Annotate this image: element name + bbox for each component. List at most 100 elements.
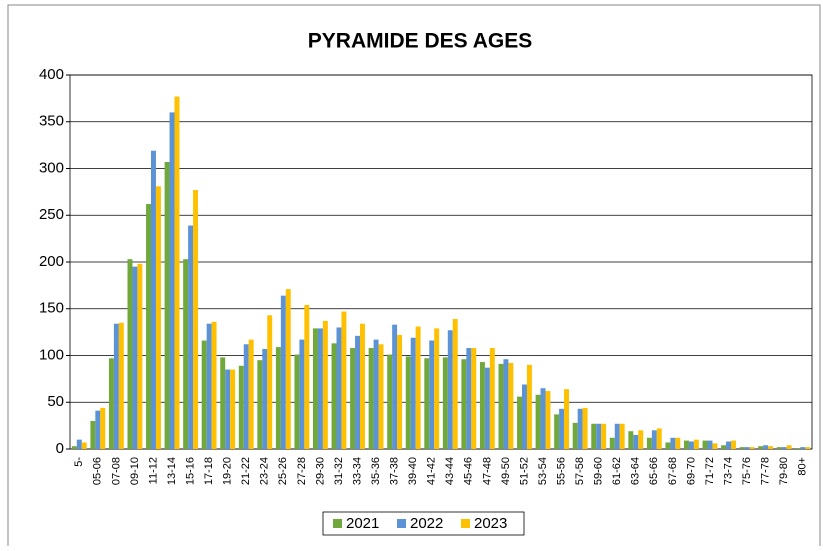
x-tick-label: 65-66 xyxy=(648,457,660,485)
bar xyxy=(146,204,152,449)
bar xyxy=(188,225,194,449)
bar xyxy=(331,343,337,449)
bar xyxy=(113,323,119,449)
y-tick-label: 200 xyxy=(39,253,64,270)
bar xyxy=(721,445,727,449)
bar xyxy=(183,259,189,449)
x-tick-label: 31-32 xyxy=(333,457,345,485)
bar xyxy=(730,440,736,449)
bar xyxy=(805,447,811,449)
bar xyxy=(71,446,77,449)
legend-label: 2021 xyxy=(346,515,379,532)
x-tick-label: 73-74 xyxy=(722,457,734,485)
bar xyxy=(726,441,731,449)
bar xyxy=(415,326,421,449)
x-tick-label: 51-52 xyxy=(518,457,530,485)
bar xyxy=(248,339,254,449)
bar xyxy=(225,369,231,449)
x-tick-label: 23-24 xyxy=(259,457,271,485)
bar xyxy=(577,408,583,449)
bar xyxy=(100,407,106,449)
bar xyxy=(275,347,281,449)
bar xyxy=(461,359,467,449)
bar xyxy=(693,439,699,449)
legend-label: 2023 xyxy=(474,515,507,532)
bar xyxy=(535,394,541,449)
bar xyxy=(151,150,156,450)
y-tick-label: 100 xyxy=(39,346,64,363)
x-tick-label: 33-34 xyxy=(351,457,363,485)
x-tick-label: 49-50 xyxy=(500,457,512,485)
bar xyxy=(447,330,453,449)
bar xyxy=(670,437,676,449)
x-tick-label: 57-58 xyxy=(574,457,586,485)
y-tick-label: 350 xyxy=(39,113,64,130)
x-tick-label: 45-46 xyxy=(463,457,475,485)
x-tick-label: 69-70 xyxy=(685,457,697,485)
bar xyxy=(127,259,133,449)
bar xyxy=(387,354,393,449)
bar xyxy=(378,344,384,449)
bar xyxy=(582,407,588,449)
bar xyxy=(508,362,514,449)
bar xyxy=(489,348,495,449)
x-tick-label: 35-36 xyxy=(370,457,382,485)
x-tick-label: 63-64 xyxy=(630,457,642,485)
legend-swatch xyxy=(333,519,342,528)
bar xyxy=(768,446,774,449)
x-tick-label: 43-44 xyxy=(444,457,456,485)
x-tick-label: 41-42 xyxy=(426,457,438,485)
x-tick-label: 15-16 xyxy=(184,457,196,485)
bar xyxy=(373,339,379,449)
bar xyxy=(675,437,681,449)
x-tick-label: 47-48 xyxy=(481,457,493,485)
bar xyxy=(118,322,124,449)
legend-box xyxy=(322,511,525,536)
y-tick-label: 300 xyxy=(39,159,64,176)
bar xyxy=(503,359,509,449)
bar xyxy=(479,362,485,449)
bar xyxy=(155,186,161,449)
bar xyxy=(359,323,365,449)
bar xyxy=(591,423,597,449)
bar xyxy=(702,440,708,449)
bar xyxy=(744,447,750,449)
bar xyxy=(206,323,212,449)
x-tick-label: 39-40 xyxy=(407,457,419,485)
bar xyxy=(201,340,207,449)
x-tick-label: 77-78 xyxy=(760,457,772,485)
bar xyxy=(800,447,806,449)
y-tick-label: 400 xyxy=(39,66,64,83)
bar xyxy=(559,408,565,449)
x-tick-label: 59-60 xyxy=(593,457,605,485)
bar xyxy=(442,357,448,449)
bar xyxy=(211,321,217,449)
x-tick-label: 21-22 xyxy=(240,457,252,485)
bar xyxy=(498,363,504,449)
x-tick-label: 11-12 xyxy=(147,457,159,484)
x-tick-label: 5- xyxy=(73,457,85,467)
bar xyxy=(164,161,170,449)
bar xyxy=(285,289,291,449)
bar xyxy=(336,327,342,449)
bar xyxy=(471,348,477,449)
bar xyxy=(517,396,523,449)
x-tick-label: 25-26 xyxy=(277,457,289,485)
bar xyxy=(684,440,689,449)
bar xyxy=(601,423,607,449)
bar xyxy=(712,443,718,449)
bar xyxy=(137,263,143,449)
bar xyxy=(405,356,411,449)
bar xyxy=(786,445,792,449)
y-tick-label: 50 xyxy=(47,393,64,410)
bar xyxy=(410,337,416,449)
bar xyxy=(526,364,532,449)
bar xyxy=(596,423,602,449)
x-tick-label: 80+ xyxy=(797,457,809,476)
x-tick-label: 67-68 xyxy=(667,457,679,485)
bar xyxy=(95,410,101,449)
bar xyxy=(341,311,347,449)
bar xyxy=(238,365,244,449)
bar xyxy=(294,354,300,449)
